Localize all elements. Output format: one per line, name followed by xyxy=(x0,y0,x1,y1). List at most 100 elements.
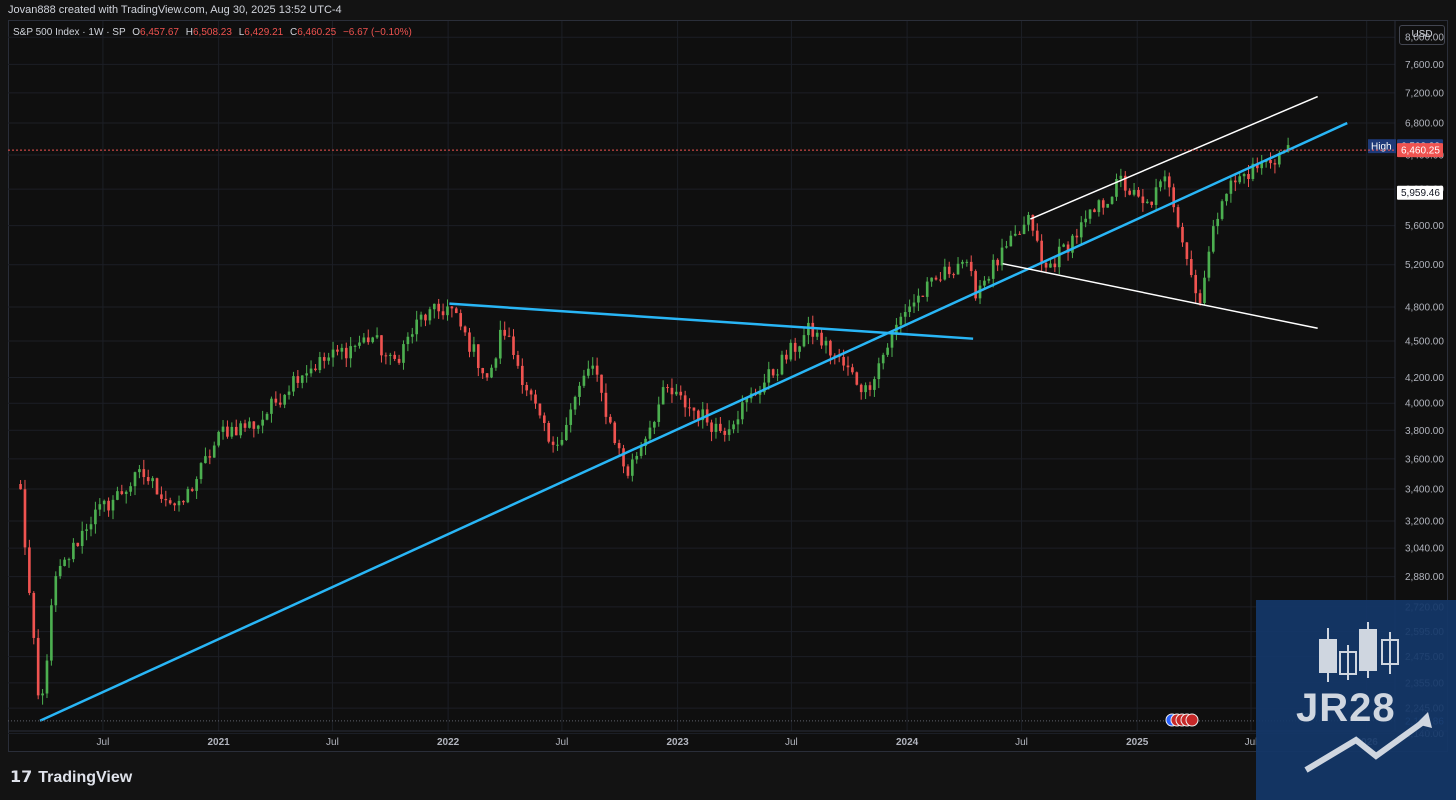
candle xyxy=(917,288,920,312)
candle xyxy=(1071,234,1074,259)
candle-body xyxy=(1181,226,1184,243)
candle xyxy=(1269,152,1272,169)
tradingview-brand[interactable]: 𝟭𝟳 TradingView xyxy=(10,767,132,787)
candle xyxy=(657,396,661,427)
symbol-label[interactable]: S&P 500 Index · 1W · SP xyxy=(13,27,126,38)
last-price-badge-value: 6,460.25 xyxy=(1401,146,1440,157)
candle-body xyxy=(939,279,942,281)
trendline xyxy=(449,302,974,340)
candle-body xyxy=(454,308,458,314)
candle-body xyxy=(824,340,828,346)
candle-body xyxy=(776,374,779,376)
candle-body xyxy=(1057,246,1061,268)
candle-body xyxy=(565,424,568,440)
candle-body xyxy=(177,500,181,506)
candle-body xyxy=(406,336,410,345)
currency-button[interactable]: USD xyxy=(1399,25,1445,45)
candle-body xyxy=(239,423,242,436)
candle-body xyxy=(587,368,590,376)
candle-body xyxy=(613,422,617,444)
candle-body xyxy=(98,504,102,510)
candle xyxy=(1154,178,1158,210)
candle-body xyxy=(300,375,304,383)
candle xyxy=(437,298,441,319)
candle-body xyxy=(701,409,705,421)
candle xyxy=(846,356,850,376)
candle xyxy=(516,350,520,369)
candle xyxy=(292,371,295,397)
candle xyxy=(851,363,854,375)
candle xyxy=(199,462,203,484)
candle-body xyxy=(393,354,396,359)
candle-body xyxy=(516,355,520,366)
candle xyxy=(758,385,762,404)
candle-body xyxy=(80,530,84,547)
candle-body xyxy=(670,387,674,395)
candle xyxy=(890,332,894,357)
candle-body xyxy=(1189,259,1193,276)
candle-body xyxy=(129,486,132,492)
candle-body xyxy=(85,529,88,531)
brand-name: TradingView xyxy=(38,769,133,786)
candle-body xyxy=(54,576,58,606)
candle xyxy=(76,542,80,547)
candle xyxy=(41,689,44,705)
candle xyxy=(903,304,907,326)
candle xyxy=(476,344,480,377)
candle xyxy=(287,385,291,400)
candle-body xyxy=(58,565,62,577)
candle xyxy=(340,343,344,360)
candle-body xyxy=(1049,263,1052,268)
candle xyxy=(974,269,977,301)
candle xyxy=(1027,211,1030,232)
candle-body xyxy=(1211,226,1215,252)
candle-body xyxy=(520,365,524,385)
candle-body xyxy=(94,509,97,525)
candle xyxy=(1106,203,1109,208)
chart-frame[interactable] xyxy=(8,20,1448,752)
x-tick-label: 2023 xyxy=(666,737,689,748)
candle xyxy=(965,259,969,267)
x-tick-label: Jul xyxy=(785,737,798,748)
candle-body xyxy=(635,455,639,460)
candle xyxy=(133,471,137,496)
candle xyxy=(226,420,229,439)
candle xyxy=(142,459,146,485)
candle xyxy=(120,484,124,496)
candle-body xyxy=(560,439,564,445)
candle xyxy=(534,389,537,409)
y-tick-label: 5,200.00 xyxy=(1405,260,1444,271)
candle-body xyxy=(815,332,819,337)
candle xyxy=(36,629,40,700)
candle xyxy=(424,313,427,327)
candle xyxy=(1181,222,1184,247)
candle-body xyxy=(380,335,383,356)
candle-body xyxy=(67,559,71,561)
candle-body xyxy=(697,410,700,421)
candle-body xyxy=(124,491,128,495)
candle-body xyxy=(358,342,361,346)
candle xyxy=(877,357,881,389)
candle xyxy=(23,479,27,556)
candle-body xyxy=(173,503,176,506)
candle xyxy=(512,329,515,360)
candle xyxy=(182,500,185,505)
candle-body xyxy=(336,349,339,352)
candle-body xyxy=(1097,200,1101,213)
candle-body xyxy=(987,278,991,281)
candle-body xyxy=(780,354,784,375)
candle-body xyxy=(1167,176,1171,188)
candle xyxy=(824,336,828,354)
candle xyxy=(32,591,36,645)
candle xyxy=(1242,172,1246,184)
x-tick-label: 2021 xyxy=(208,737,231,748)
candle-body xyxy=(1101,200,1105,208)
candle-body xyxy=(609,416,612,423)
candle xyxy=(173,502,176,511)
candle-body xyxy=(428,309,432,321)
candle-body xyxy=(322,357,326,361)
candle-body xyxy=(947,266,951,275)
candle-body xyxy=(1040,240,1043,263)
candle xyxy=(274,391,278,406)
